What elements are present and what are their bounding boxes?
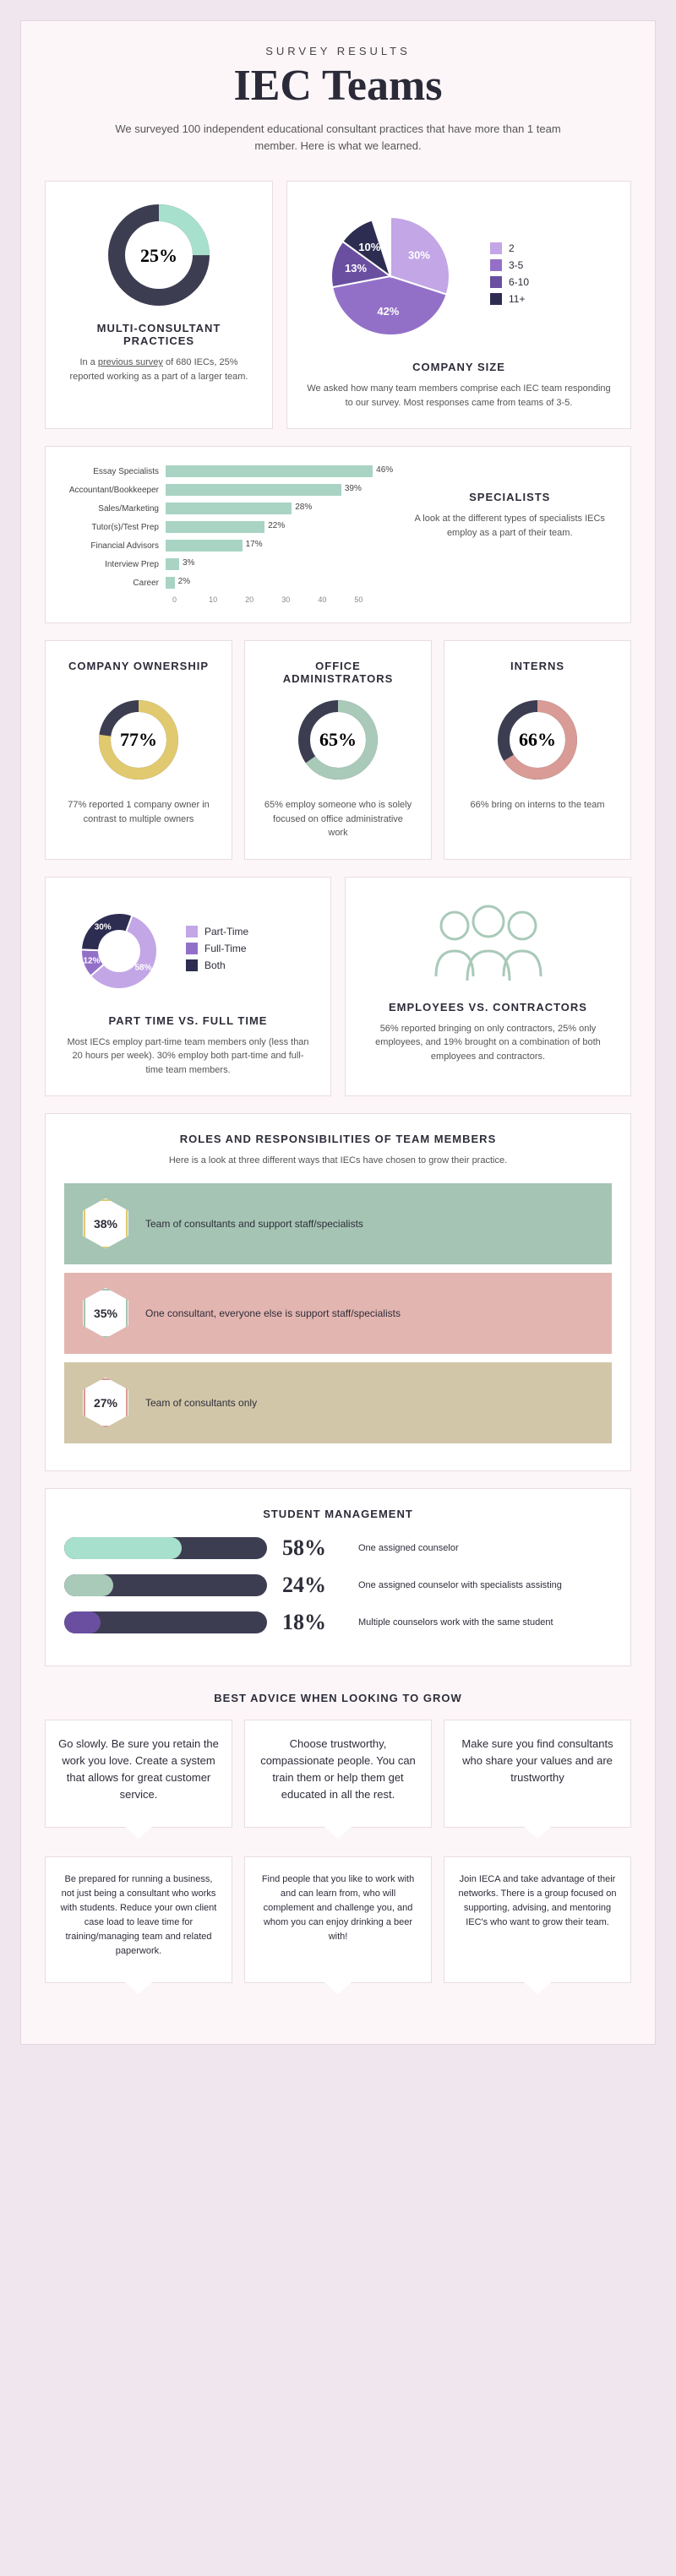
- legend-item: 3-5: [490, 259, 529, 271]
- roles-card: ROLES AND RESPONSIBILITIES OF TEAM MEMBE…: [45, 1113, 631, 1471]
- bar-row: Interview Prep3%: [64, 558, 390, 570]
- svg-text:42%: 42%: [377, 305, 399, 318]
- advice-card: Join IECA and take advantage of their ne…: [444, 1856, 631, 1983]
- donut-icon: 77%: [92, 693, 185, 786]
- previous-survey-link[interactable]: previous survey: [98, 357, 163, 367]
- donut-icon: 66%: [491, 693, 584, 786]
- emp-con-title: EMPLOYEES VS. CONTRACTORS: [364, 1001, 612, 1014]
- emp-con-desc: 56% reported bringing on only contractor…: [364, 1022, 612, 1064]
- advice-card: Make sure you find consultants who share…: [444, 1720, 631, 1829]
- legend-item: 11+: [490, 293, 529, 305]
- multi-title: MULTI-CONSULTANT PRACTICES: [64, 322, 254, 347]
- role-row: 35% One consultant, everyone else is sup…: [64, 1273, 612, 1354]
- roles-sub: Here is a look at three different ways t…: [64, 1154, 612, 1168]
- header-subtitle: SURVEY RESULTS: [45, 45, 631, 57]
- specialists-desc: A look at the different types of special…: [407, 512, 612, 540]
- svg-text:30%: 30%: [408, 248, 430, 261]
- specialists-card: Essay Specialists46% Accountant/Bookkeepe…: [45, 446, 631, 623]
- company-size-title: COMPANY SIZE: [306, 361, 612, 373]
- ptft-donut: 58% 12% 30%: [64, 896, 174, 1006]
- advice-card: Go slowly. Be sure you retain the work y…: [45, 1720, 232, 1829]
- pill-row: 18% Multiple counselors work with the sa…: [64, 1610, 612, 1635]
- svg-text:77%: 77%: [120, 729, 157, 750]
- donut-icon: 65%: [292, 693, 384, 786]
- legend-item: Part-Time: [186, 926, 248, 937]
- student-mgmt-title: STUDENT MANAGEMENT: [64, 1508, 612, 1520]
- bar-row: Career2%: [64, 577, 390, 589]
- svg-text:30%: 30%: [95, 922, 112, 932]
- company-size-desc: We asked how many team members comprise …: [306, 382, 612, 410]
- svg-text:66%: 66%: [519, 729, 556, 750]
- role-row: 38% Team of consultants and support staf…: [64, 1183, 612, 1264]
- header: SURVEY RESULTS IEC Teams We surveyed 100…: [45, 45, 631, 154]
- svg-text:13%: 13%: [345, 262, 367, 274]
- svg-text:10%: 10%: [358, 241, 380, 253]
- ptft-title: PART TIME VS. FULL TIME: [64, 1014, 312, 1027]
- multi-donut: 25%: [104, 200, 214, 310]
- specialists-bars: Essay Specialists46% Accountant/Bookkeepe…: [64, 465, 390, 604]
- page-title: IEC Teams: [45, 61, 631, 111]
- header-desc: We surveyed 100 independent educational …: [101, 121, 575, 154]
- company-size-legend: 2 3-5 6-10 11+: [490, 242, 529, 310]
- bar-row: Essay Specialists46%: [64, 465, 390, 477]
- svg-text:12%: 12%: [83, 956, 100, 965]
- legend-item: 6-10: [490, 276, 529, 288]
- pill-row: 58% One assigned counselor: [64, 1535, 612, 1561]
- advice-title: BEST ADVICE WHEN LOOKING TO GROW: [45, 1692, 631, 1704]
- legend-item: Both: [186, 959, 248, 971]
- legend-item: 2: [490, 242, 529, 254]
- student-mgmt-card: STUDENT MANAGEMENT 58% One assigned coun…: [45, 1488, 631, 1666]
- advice-card: Choose trustworthy, compassionate people…: [244, 1720, 432, 1829]
- advice-section: BEST ADVICE WHEN LOOKING TO GROW Go slow…: [45, 1683, 631, 2004]
- specialists-title: SPECIALISTS: [407, 491, 612, 503]
- advice-card: Find people that you like to work with a…: [244, 1856, 432, 1983]
- donut-card: INTERNS 66% 66% bring on interns to the …: [444, 640, 631, 860]
- people-icon: [364, 896, 612, 989]
- roles-title: ROLES AND RESPONSIBILITIES OF TEAM MEMBE…: [64, 1133, 612, 1145]
- ptft-legend: Part-Time Full-Time Both: [186, 926, 248, 976]
- svg-text:25%: 25%: [140, 245, 177, 266]
- donut-card: COMPANY OWNERSHIP 77% 77% reported 1 com…: [45, 640, 232, 860]
- svg-text:65%: 65%: [319, 729, 357, 750]
- legend-item: Full-Time: [186, 943, 248, 954]
- bar-row: Sales/Marketing28%: [64, 503, 390, 514]
- role-row: 27% Team of consultants only: [64, 1362, 612, 1443]
- advice-card: Be prepared for running a business, not …: [45, 1856, 232, 1983]
- bar-row: Accountant/Bookkeeper39%: [64, 484, 390, 496]
- multi-consultant-card: 25% MULTI-CONSULTANT PRACTICES In a prev…: [45, 181, 273, 429]
- svg-text:58%: 58%: [134, 963, 151, 972]
- pill-row: 24% One assigned counselor with speciali…: [64, 1573, 612, 1598]
- company-size-pie: 30% 42% 13% 10%: [306, 200, 475, 352]
- three-donuts-row: COMPANY OWNERSHIP 77% 77% reported 1 com…: [45, 640, 631, 860]
- bar-row: Financial Advisors17%: [64, 540, 390, 552]
- multi-desc: In a previous survey of 680 IECs, 25% re…: [64, 356, 254, 383]
- company-size-card: 30% 42% 13% 10% 2 3-5 6-10 11+ COMPANY SIZE We…: [286, 181, 631, 429]
- donut-card: OFFICE ADMINISTRATORS 65% 65% employ som…: [244, 640, 432, 860]
- ptft-card: 58% 12% 30% Part-Time Full-Time Both PART TI…: [45, 877, 331, 1097]
- ptft-desc: Most IECs employ part-time team members …: [64, 1035, 312, 1078]
- emp-con-card: EMPLOYEES VS. CONTRACTORS 56% reported b…: [345, 877, 631, 1097]
- bar-row: Tutor(s)/Test Prep22%: [64, 521, 390, 533]
